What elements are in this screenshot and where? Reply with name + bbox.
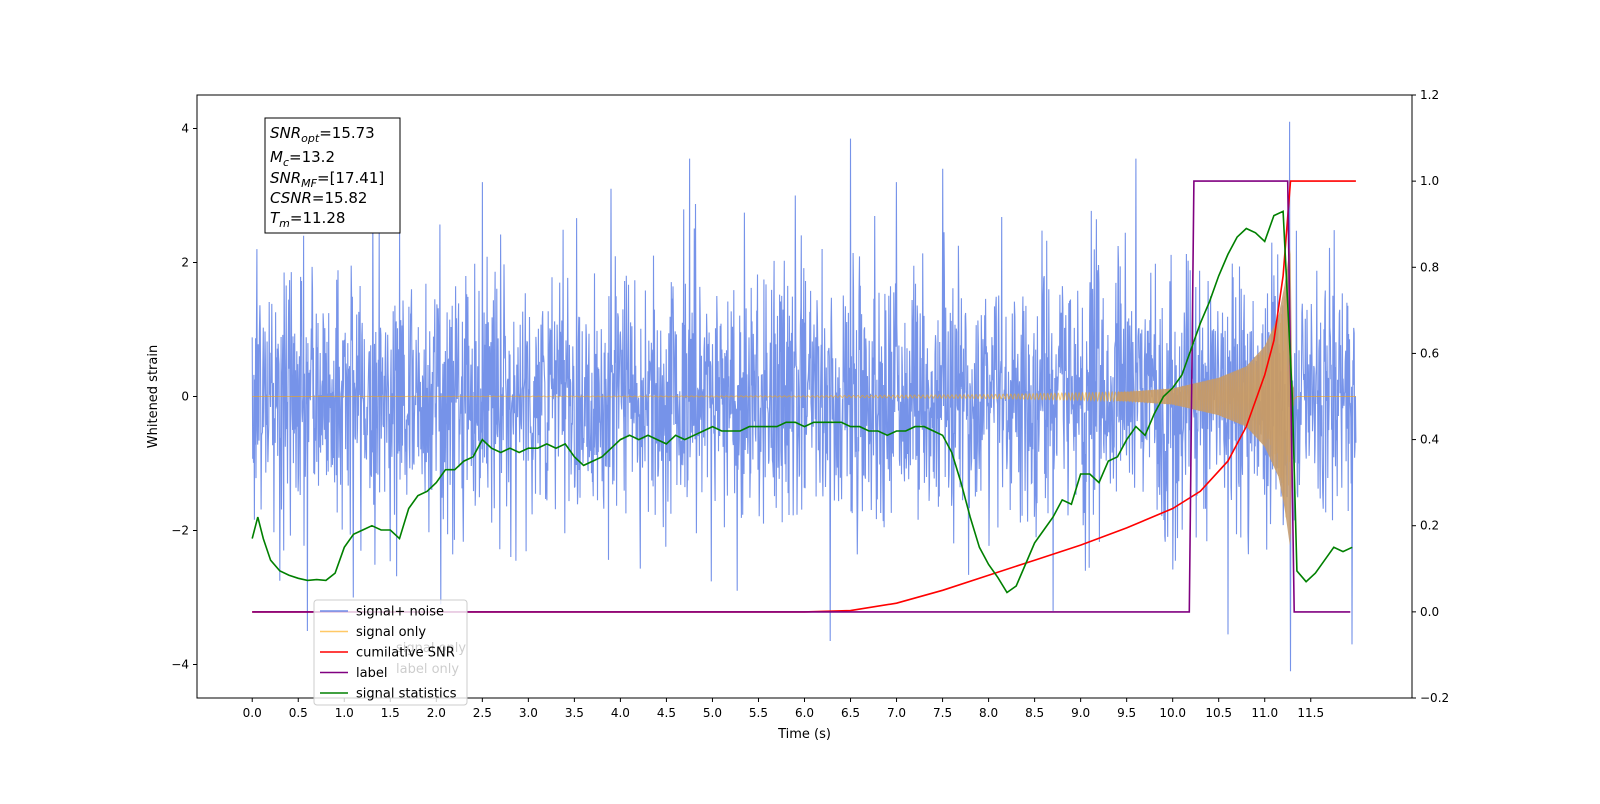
x-tick-label: 11.5 (1297, 706, 1324, 720)
x-tick-label: 7.5 (933, 706, 952, 720)
x-tick-label: 9.5 (1117, 706, 1136, 720)
annotation-snr-mf-value: =[17.41] (317, 169, 384, 187)
x-tick-label: 1.0 (335, 706, 354, 720)
x-tick-label: 2.5 (473, 706, 492, 720)
annotation-tm-sub: m (279, 217, 290, 230)
annotation-mc-sub: c (283, 156, 289, 169)
x-tick-label: 5.5 (749, 706, 768, 720)
annotation-csnr: CSNR=15.82 (270, 189, 367, 207)
annotation-mc-value: =13.2 (289, 148, 335, 166)
series-label-line (252, 180, 1351, 613)
annotation-box: SNRopt=15.73 Mc=13.2 SNRMF=[17.41] CSNR=… (264, 117, 401, 234)
legend-entry-label: signal+ noise (356, 605, 444, 620)
x-axis-label: Time (s) (777, 727, 831, 742)
x-tick-label: 1.5 (381, 706, 400, 720)
annotation-snr-mf: SNRMF=[17.41] (270, 169, 384, 190)
annotation-snr-opt-sub: opt (301, 132, 320, 145)
annotation-snr-opt: SNRopt=15.73 (270, 124, 375, 145)
x-tick-label: 2.0 (427, 706, 446, 720)
x-tick-label: 10.5 (1205, 706, 1232, 720)
y-axis-right: 1.2 1.0 0.8 0.6 0.4 0.2 0.0 −0.2 (1412, 88, 1449, 705)
x-tick-label: 4.0 (611, 706, 630, 720)
annotation-tm: Tm=11.28 (270, 209, 345, 230)
x-tick-label: 8.0 (979, 706, 998, 720)
y2-tick-label: −0.2 (1420, 691, 1449, 705)
annotation-tm-value: =11.28 (290, 209, 346, 227)
series-signal-statistics-line (251, 210, 1353, 594)
y-axis-left: 4 2 0 −2 −4 (171, 122, 197, 672)
y2-tick-label: 0.8 (1420, 260, 1439, 274)
x-tick-label: 0.5 (289, 706, 308, 720)
x-tick-label: 6.5 (841, 706, 860, 720)
y-tick-label: 0 (181, 390, 189, 404)
legend-entry-label: label (356, 666, 387, 681)
x-tick-label: 5.0 (703, 706, 722, 720)
legend-entry-label: signal statistics (356, 687, 457, 702)
x-tick-label: 11.0 (1251, 706, 1278, 720)
y-tick-label: 2 (181, 256, 189, 270)
x-tick-label: 3.5 (565, 706, 584, 720)
annotation-snr-opt-base: SNR (270, 124, 301, 142)
x-tick-label: 8.5 (1025, 706, 1044, 720)
y2-tick-label: 0.2 (1420, 519, 1439, 533)
legend-frame (313, 599, 468, 706)
y2-tick-label: 1.0 (1420, 174, 1439, 188)
series-signal-only-envelope (1117, 247, 1295, 546)
legend-entry-label: signal only (356, 625, 426, 640)
y2-tick-label: 1.2 (1420, 88, 1439, 102)
annotation-snr-mf-base: SNR (270, 169, 301, 187)
x-tick-label: 9.0 (1071, 706, 1090, 720)
annotation-csnr-base: CSNR (270, 189, 312, 207)
annotation-snr-opt-value: =15.73 (319, 124, 375, 142)
annotation-tm-base: T (270, 209, 281, 227)
x-axis: 0.0 0.5 1.0 1.5 2.0 2.5 3.0 3.5 4.0 4.5 5.0 5.5 6.0 6… (243, 698, 1324, 720)
x-tick-label: 6.0 (795, 706, 814, 720)
y2-tick-label: 0.6 (1420, 346, 1439, 360)
x-tick-label: 3.0 (519, 706, 538, 720)
y2-tick-label: 0.4 (1420, 433, 1439, 447)
x-tick-label: 4.5 (657, 706, 676, 720)
annotation-mc: Mc=13.2 (270, 148, 335, 169)
annotation-csnr-value: =15.82 (312, 189, 368, 207)
y-axis-label: Whitened strain (146, 345, 161, 448)
series-cumulative-snr-line (252, 180, 1356, 613)
annotation-mc-base: M (270, 148, 283, 166)
x-tick-label: 7.0 (887, 706, 906, 720)
x-tick-label: 10.0 (1159, 706, 1186, 720)
series-signal-noise-line (251, 121, 1357, 672)
annotation-snr-mf-sub: MF (301, 177, 317, 190)
legend-entry-label: cumilative SNR (356, 646, 455, 661)
y-tick-label: −4 (171, 658, 189, 672)
data-layer (251, 121, 1357, 672)
x-tick-label: 0.0 (243, 706, 262, 720)
y-tick-label: 4 (181, 122, 189, 136)
annotation-frame (264, 117, 401, 234)
y-tick-label: −2 (171, 524, 189, 538)
y2-tick-label: 0.0 (1420, 605, 1439, 619)
legend: signal onlylabel onlysignal+ noisesignal… (313, 599, 468, 706)
